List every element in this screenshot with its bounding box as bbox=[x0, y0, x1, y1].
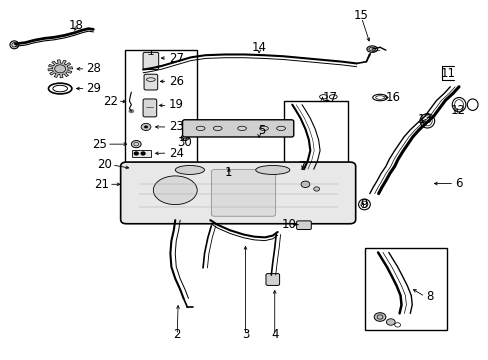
Circle shape bbox=[134, 152, 138, 155]
Circle shape bbox=[313, 187, 319, 191]
Circle shape bbox=[141, 123, 151, 131]
Text: 26: 26 bbox=[168, 75, 183, 88]
Text: 3: 3 bbox=[241, 328, 249, 341]
Text: 17: 17 bbox=[322, 91, 337, 104]
Circle shape bbox=[373, 313, 385, 321]
Circle shape bbox=[141, 152, 145, 155]
Text: 5: 5 bbox=[257, 124, 264, 137]
Text: 27: 27 bbox=[168, 51, 183, 64]
Circle shape bbox=[144, 126, 148, 129]
FancyBboxPatch shape bbox=[131, 163, 145, 177]
Text: 4: 4 bbox=[270, 328, 278, 341]
FancyBboxPatch shape bbox=[296, 221, 311, 229]
Text: 16: 16 bbox=[385, 91, 400, 104]
Text: 21: 21 bbox=[94, 178, 109, 191]
Circle shape bbox=[386, 319, 394, 325]
Text: 18: 18 bbox=[69, 19, 83, 32]
Text: 24: 24 bbox=[168, 147, 183, 159]
FancyBboxPatch shape bbox=[182, 120, 293, 137]
FancyBboxPatch shape bbox=[211, 170, 275, 216]
FancyBboxPatch shape bbox=[143, 99, 157, 117]
FancyBboxPatch shape bbox=[121, 162, 355, 224]
Ellipse shape bbox=[153, 176, 197, 204]
Ellipse shape bbox=[366, 46, 377, 52]
Text: 28: 28 bbox=[86, 62, 101, 75]
Text: 22: 22 bbox=[102, 95, 118, 108]
Text: 6: 6 bbox=[454, 177, 462, 190]
Text: 8: 8 bbox=[425, 290, 432, 303]
Circle shape bbox=[301, 181, 309, 188]
Text: 15: 15 bbox=[353, 9, 368, 22]
FancyBboxPatch shape bbox=[144, 74, 158, 90]
Text: 7: 7 bbox=[299, 160, 306, 173]
Ellipse shape bbox=[255, 166, 289, 175]
Text: 12: 12 bbox=[449, 104, 465, 117]
Ellipse shape bbox=[10, 41, 19, 49]
Circle shape bbox=[128, 109, 134, 113]
Text: 2: 2 bbox=[173, 328, 181, 341]
FancyBboxPatch shape bbox=[265, 274, 279, 285]
Text: 23: 23 bbox=[168, 121, 183, 134]
Bar bbox=[284, 101, 347, 193]
Text: 29: 29 bbox=[86, 82, 101, 95]
FancyBboxPatch shape bbox=[143, 52, 158, 69]
Text: 25: 25 bbox=[92, 138, 107, 150]
Bar bbox=[365, 248, 447, 330]
Text: 30: 30 bbox=[177, 136, 192, 149]
Circle shape bbox=[181, 135, 188, 140]
Polygon shape bbox=[48, 60, 72, 78]
Ellipse shape bbox=[175, 166, 204, 175]
Circle shape bbox=[131, 140, 141, 148]
Text: 20: 20 bbox=[97, 158, 112, 171]
Text: 13: 13 bbox=[417, 113, 431, 126]
Text: 10: 10 bbox=[281, 218, 296, 231]
Text: 14: 14 bbox=[251, 41, 266, 54]
Text: 11: 11 bbox=[440, 67, 455, 80]
Text: 1: 1 bbox=[224, 166, 232, 179]
Bar bbox=[125, 50, 197, 184]
Bar bbox=[132, 150, 151, 157]
Text: 9: 9 bbox=[360, 198, 367, 211]
Text: 19: 19 bbox=[168, 98, 183, 111]
